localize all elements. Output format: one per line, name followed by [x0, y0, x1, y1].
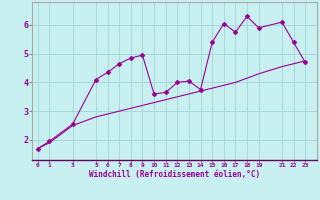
X-axis label: Windchill (Refroidissement éolien,°C): Windchill (Refroidissement éolien,°C) — [89, 170, 260, 179]
